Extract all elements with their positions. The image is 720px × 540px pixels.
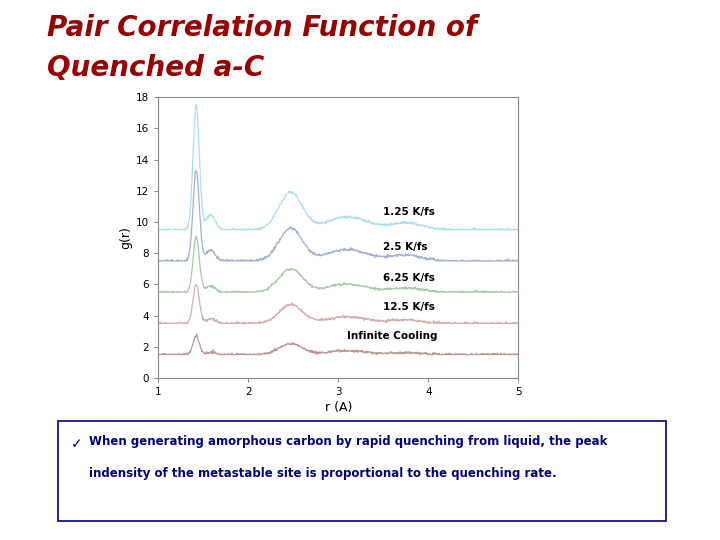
Y-axis label: g(r): g(r) xyxy=(119,226,132,249)
Text: indensity of the metastable site is proportional to the quenching rate.: indensity of the metastable site is prop… xyxy=(89,467,556,480)
Text: 6.25 K/fs: 6.25 K/fs xyxy=(383,273,436,283)
Text: 12.5 K/fs: 12.5 K/fs xyxy=(383,302,436,313)
Text: 2.5 K/fs: 2.5 K/fs xyxy=(383,241,428,252)
Text: Pair Correlation Function of: Pair Correlation Function of xyxy=(47,14,477,42)
Text: Infinite Cooling: Infinite Cooling xyxy=(347,332,438,341)
Text: When generating amorphous carbon by rapid quenching from liquid, the peak: When generating amorphous carbon by rapi… xyxy=(89,435,607,448)
Text: Quenched a-C: Quenched a-C xyxy=(47,54,264,82)
X-axis label: r (A): r (A) xyxy=(325,401,352,414)
Text: 1.25 K/fs: 1.25 K/fs xyxy=(383,207,436,217)
Text: ✓: ✓ xyxy=(71,437,82,451)
